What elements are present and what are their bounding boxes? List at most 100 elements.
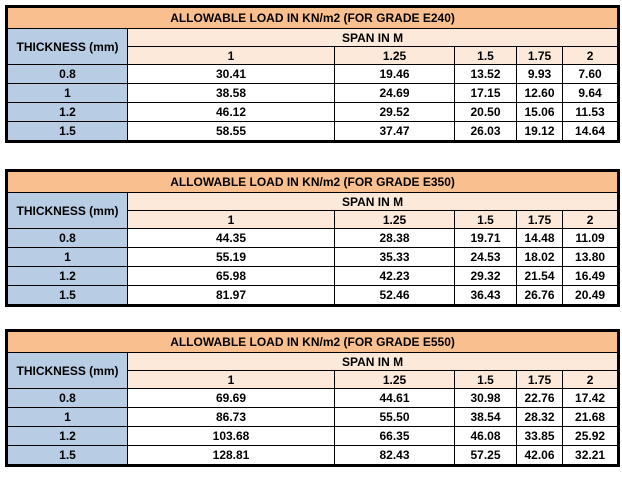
- table-row: 1.2 46.12 29.52 20.50 15.06 11.53: [6, 102, 620, 122]
- load-value: 14.64: [561, 121, 620, 142]
- load-value: 21.68: [561, 407, 620, 427]
- table-title-row: ALLOWABLE LOAD IN KN/m2 (FOR GRADE E550): [5, 330, 620, 353]
- table-row: 1 55.19 35.33 24.53 18.02 13.80: [6, 247, 620, 267]
- load-value: 19.46: [334, 64, 455, 84]
- load-value: 66.35: [334, 426, 455, 446]
- thickness-value: 0.8: [6, 228, 128, 248]
- span-value-header: 1: [127, 46, 335, 65]
- thickness-value: 1.5: [6, 121, 128, 142]
- span-value-header: 1.25: [334, 46, 455, 65]
- span-header-row: THICKNESS (mm) SPAN IN M: [6, 28, 620, 65]
- load-value: 11.09: [561, 228, 620, 248]
- load-value: 33.85: [516, 426, 563, 446]
- span-value-header: 1: [127, 370, 335, 389]
- thickness-value: 1.2: [6, 426, 128, 446]
- load-value: 26.76: [516, 285, 563, 306]
- span-value-header: 2: [561, 46, 620, 65]
- load-value: 86.73: [127, 407, 335, 427]
- load-value: 28.32: [516, 407, 563, 427]
- load-value: 36.43: [454, 285, 517, 306]
- load-value: 42.23: [334, 266, 455, 286]
- table-title-row: ALLOWABLE LOAD IN KN/m2 (FOR GRADE E240): [5, 6, 620, 29]
- table-row: 1.5 58.55 37.47 26.03 19.12 14.64: [6, 121, 620, 142]
- load-value: 30.98: [454, 388, 517, 408]
- load-table-grade-e550: ALLOWABLE LOAD IN KN/m2 (FOR GRADE E550)…: [5, 329, 621, 467]
- span-header-row: THICKNESS (mm) SPAN IN M: [6, 192, 620, 229]
- span-value-header: 2: [561, 210, 620, 229]
- load-value: 20.49: [561, 285, 620, 306]
- thickness-value: 1: [6, 247, 128, 267]
- load-value: 25.92: [561, 426, 620, 446]
- table-title: ALLOWABLE LOAD IN KN/m2 (FOR GRADE E240): [5, 6, 620, 29]
- thickness-value: 1.5: [6, 445, 128, 466]
- thickness-value: 1.2: [6, 266, 128, 286]
- load-value: 42.06: [516, 445, 563, 466]
- thickness-column-header: THICKNESS (mm): [6, 352, 128, 389]
- load-value: 38.54: [454, 407, 517, 427]
- table-row: 1 86.73 55.50 38.54 28.32 21.68: [6, 407, 620, 427]
- load-value: 16.49: [561, 266, 620, 286]
- thickness-value: 1.5: [6, 285, 128, 306]
- load-value: 11.53: [561, 102, 620, 122]
- load-value: 21.54: [516, 266, 563, 286]
- load-value: 18.02: [516, 247, 563, 267]
- span-header-row: THICKNESS (mm) SPAN IN M: [6, 352, 620, 389]
- load-value: 46.12: [127, 102, 335, 122]
- thickness-column-header: THICKNESS (mm): [6, 28, 128, 65]
- span-value-header: 1.5: [454, 46, 517, 65]
- load-table-grade-e240: ALLOWABLE LOAD IN KN/m2 (FOR GRADE E240)…: [5, 5, 621, 143]
- span-value-header: 1.75: [516, 210, 563, 229]
- span-group-header: SPAN IN M: [126, 192, 620, 211]
- load-value: 46.08: [454, 426, 517, 446]
- load-value: 12.60: [516, 83, 563, 103]
- load-value: 29.32: [454, 266, 517, 286]
- load-value: 9.64: [561, 83, 620, 103]
- load-table-grade-e350: ALLOWABLE LOAD IN KN/m2 (FOR GRADE E350)…: [5, 169, 621, 307]
- thickness-value: 1: [6, 407, 128, 427]
- load-value: 81.97: [127, 285, 335, 306]
- load-value: 32.21: [561, 445, 620, 466]
- table-row: 0.8 69.69 44.61 30.98 22.76 17.42: [6, 388, 620, 408]
- table-row: 1.2 65.98 42.23 29.32 21.54 16.49: [6, 266, 620, 286]
- load-value: 128.81: [127, 445, 335, 466]
- load-value: 37.47: [334, 121, 455, 142]
- span-value-header: 1.5: [454, 370, 517, 389]
- span-values-row: 1 1.25 1.5 1.75 2: [7, 210, 620, 229]
- thickness-value: 1: [6, 83, 128, 103]
- load-value: 22.76: [516, 388, 563, 408]
- span-value-header: 1.75: [516, 370, 563, 389]
- load-value: 69.69: [127, 388, 335, 408]
- load-value: 17.15: [454, 83, 517, 103]
- load-value: 58.55: [127, 121, 335, 142]
- table-title-row: ALLOWABLE LOAD IN KN/m2 (FOR GRADE E350): [5, 170, 620, 193]
- span-values-row: 1 1.25 1.5 1.75 2: [7, 370, 620, 389]
- load-value: 24.53: [454, 247, 517, 267]
- table-row: 1 38.58 24.69 17.15 12.60 9.64: [6, 83, 620, 103]
- load-value: 52.46: [334, 285, 455, 306]
- load-value: 24.69: [334, 83, 455, 103]
- load-value: 15.06: [516, 102, 563, 122]
- load-value: 20.50: [454, 102, 517, 122]
- span-value-header: 1.25: [334, 210, 455, 229]
- load-value: 7.60: [561, 64, 620, 84]
- table-row: 0.8 44.35 28.38 19.71 14.48 11.09: [6, 228, 620, 248]
- load-value: 19.12: [516, 121, 563, 142]
- load-value: 44.61: [334, 388, 455, 408]
- thickness-value: 0.8: [6, 388, 128, 408]
- load-value: 35.33: [334, 247, 455, 267]
- thickness-value: 1.2: [6, 102, 128, 122]
- table-row: 1.5 81.97 52.46 36.43 26.76 20.49: [6, 285, 620, 306]
- load-value: 19.71: [454, 228, 517, 248]
- load-value: 29.52: [334, 102, 455, 122]
- load-value: 65.98: [127, 266, 335, 286]
- span-group-header: SPAN IN M: [126, 352, 620, 371]
- span-value-header: 1.25: [334, 370, 455, 389]
- table-row: 1.5 128.81 82.43 57.25 42.06 32.21: [6, 445, 620, 466]
- load-value: 55.19: [127, 247, 335, 267]
- load-value: 17.42: [561, 388, 620, 408]
- load-value: 26.03: [454, 121, 517, 142]
- load-value: 13.80: [561, 247, 620, 267]
- load-value: 82.43: [334, 445, 455, 466]
- span-value-header: 2: [561, 370, 620, 389]
